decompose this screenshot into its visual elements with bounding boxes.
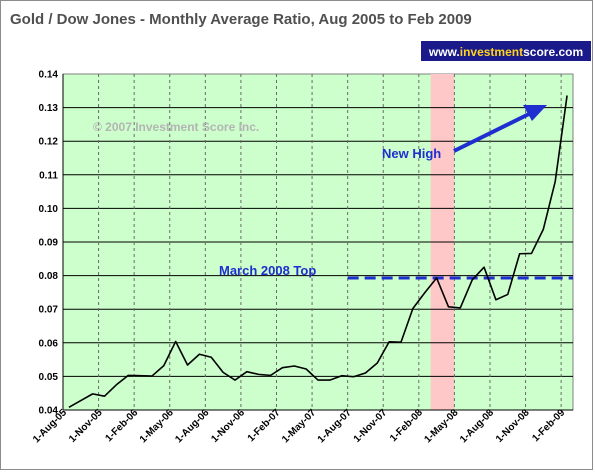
x-tick-label: 1-Nov-05 <box>67 407 105 445</box>
chart-title: Gold / Dow Jones - Monthly Average Ratio… <box>10 11 472 28</box>
axis-layer <box>62 74 573 411</box>
x-tick-label: 1-Aug-06 <box>173 407 211 445</box>
x-tick-label: 1-Aug-08 <box>458 407 496 445</box>
reference-line-label: March 2008 Top <box>219 263 316 278</box>
site-prefix: www. <box>428 45 460 59</box>
x-tick-label: 1-Feb-07 <box>246 407 283 444</box>
x-tick-label: 1-May-08 <box>422 407 460 445</box>
y-tick-label: 0.06 <box>39 338 59 349</box>
y-tick-label: 0.10 <box>39 204 59 215</box>
x-tick-label: 1-Nov-06 <box>209 407 247 445</box>
x-tick-label: 1-May-07 <box>280 407 318 445</box>
x-tick-label: 1-Aug-07 <box>316 407 354 445</box>
watermark: © 2007 Investment Score Inc. <box>93 120 259 134</box>
y-tick-label: 0.05 <box>39 372 59 383</box>
new-high-arrow-shaft <box>453 111 532 153</box>
y-tick-label: 0.13 <box>39 103 59 114</box>
y-tick-layer: 0.04 0.05 0.06 0.07 0.08 0.09 0.10 0.11 0.12 0.13… <box>39 70 59 417</box>
x-tick-label: 1-May-06 <box>138 407 176 445</box>
series-line <box>68 95 568 409</box>
x-tick-label: 1-Nov-08 <box>494 407 532 445</box>
y-tick-label: 0.11 <box>39 170 58 181</box>
y-tick-label: 0.07 <box>39 305 59 316</box>
x-tick-label: 1-Feb-06 <box>103 407 140 444</box>
x-tick-label: 1-Feb-08 <box>388 407 425 444</box>
x-tick-label: 1-Nov-07 <box>352 407 390 445</box>
site-badge[interactable]: www.investmentscore.com <box>421 41 591 61</box>
site-suffix: score.com <box>523 45 583 59</box>
new-high-arrow-head <box>523 105 547 121</box>
y-tick-label: 0.08 <box>39 271 59 282</box>
new-high-label: New High <box>382 146 441 161</box>
x-tick-label: 1-Feb-09 <box>530 407 567 444</box>
site-badge-text[interactable]: www.investmentscore.com <box>428 45 583 59</box>
x-tick-layer: 1-Aug-051-Nov-051-Feb-061-May-061-Aug-06… <box>31 407 567 445</box>
y-tick-label: 0.14 <box>39 70 59 81</box>
grid-layer <box>63 74 573 410</box>
new-high-arrow <box>453 105 547 153</box>
series-line-layer <box>68 95 568 409</box>
site-brand: investment <box>460 45 523 59</box>
y-tick-label: 0.12 <box>39 137 59 148</box>
y-tick-label: 0.04 <box>39 406 59 417</box>
site-badge-background <box>421 41 591 61</box>
y-tick-label: 0.09 <box>39 238 59 249</box>
